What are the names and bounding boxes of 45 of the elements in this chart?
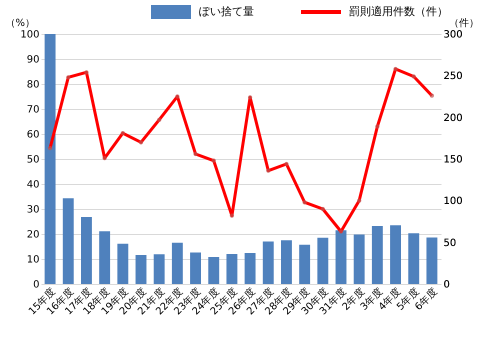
bar [336, 230, 346, 284]
y-tick-label: 0 [33, 280, 40, 290]
y-tick-label: 90 [26, 54, 40, 66]
y-tick-label: 80 [26, 80, 40, 90]
y-tick-label: 30 [26, 204, 40, 216]
y2-tick-label: 150 [444, 154, 463, 166]
bar [390, 225, 401, 284]
y-tick-label: 10 [26, 254, 40, 266]
bar [190, 252, 201, 284]
y2-tick-label: 0 [444, 280, 450, 290]
bar [81, 217, 92, 284]
bar [44, 34, 56, 284]
y-tick-label: 40 [26, 180, 40, 190]
y2-tick-label: 250 [444, 71, 463, 82]
y2-tick-label: 300 [444, 30, 463, 40]
y-tick-label: 20 [26, 230, 40, 240]
line-series [48, 66, 434, 234]
bar [354, 234, 365, 284]
bar [317, 238, 328, 284]
bar [226, 254, 238, 284]
bar [262, 242, 274, 284]
bar [426, 238, 438, 284]
y-tick-label: 70 [26, 104, 40, 116]
y-tick-label: 50 [26, 154, 40, 166]
y-tick-label: 100 [20, 30, 40, 40]
y2-tick-label: 100 [444, 196, 463, 208]
bar [172, 242, 183, 284]
bar [299, 244, 310, 284]
bar [408, 233, 420, 284]
y-axis-title: （%） [5, 18, 35, 29]
legend-label: 罰則適用件数（件） [349, 5, 448, 18]
bar [154, 254, 165, 284]
y-tick-label: 60 [26, 130, 40, 140]
y2-tick-label: 200 [444, 112, 463, 124]
bar [136, 255, 146, 284]
bar [281, 240, 292, 284]
bar [117, 244, 128, 284]
bar [244, 253, 256, 284]
bar [99, 231, 110, 284]
bar [372, 226, 383, 284]
legend-label: ぽい捨て量 [199, 5, 254, 18]
y2-axis-title: （件） [449, 18, 479, 29]
y2-tick-label: 50 [444, 238, 456, 249]
bar [62, 198, 74, 284]
bar [208, 257, 220, 284]
